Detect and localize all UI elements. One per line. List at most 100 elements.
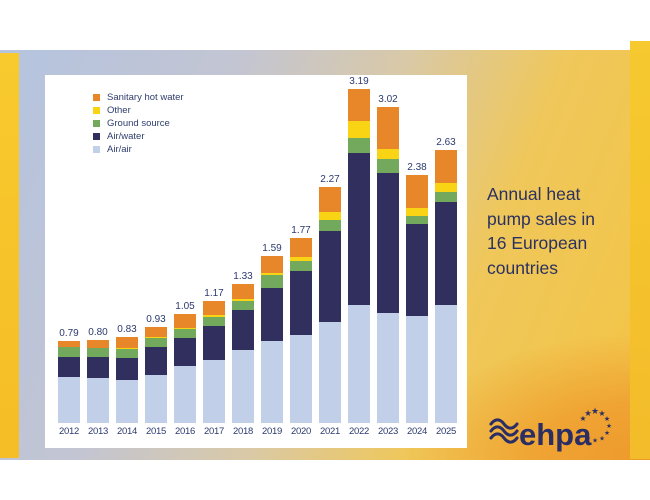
bar-total-label: 2.38 (407, 162, 427, 173)
svg-text:★: ★ (584, 409, 592, 419)
eu-stars-icon: ★ ★ ★ ★ ★ ★ ★ ★ ★ ★ (580, 407, 612, 445)
bar-segment-air-water (377, 173, 399, 313)
bar-segment-ground-source (348, 138, 370, 153)
bar-segment-air-air (261, 341, 283, 423)
bar-total-label: 3.02 (378, 94, 398, 105)
bar-segment-other (435, 183, 457, 192)
svg-text:★: ★ (604, 429, 610, 437)
x-axis-label-2023: 2023 (378, 426, 398, 437)
bar-segment-ground-source (58, 347, 80, 357)
slide-title-line: Annual heat (487, 184, 581, 204)
x-axis-label-2015: 2015 (146, 426, 166, 437)
svg-text:★: ★ (585, 435, 591, 443)
bar-total-label: 0.80 (88, 327, 108, 338)
svg-text:★: ★ (606, 422, 612, 430)
legend-item: Air/air (93, 145, 184, 154)
legend-label: Air/water (107, 131, 145, 142)
bar-segment-air-water (174, 338, 196, 366)
ehpa-logo-text: ehpa (519, 417, 592, 452)
legend-label: Air/air (107, 144, 132, 155)
bar-segment-air-water (145, 347, 167, 375)
bar-segment-air-water (116, 358, 138, 380)
bar-segment-air-air (232, 350, 254, 423)
bar-segment-ground-source (319, 220, 341, 231)
bar-segment-air-air (203, 360, 225, 423)
x-axis-label-2019: 2019 (262, 426, 282, 437)
x-axis-labels: 2012 2013 2014 2015 2016 2017 2018 2019 2020 2021… (58, 426, 460, 438)
x-axis-label-2017: 2017 (204, 426, 224, 437)
svg-text:★: ★ (598, 409, 605, 418)
bar-2024: 2.38 (406, 75, 428, 423)
x-axis-label-2012: 2012 (59, 426, 79, 437)
bar-segment-other (145, 337, 167, 338)
bar-segment-air-air (348, 305, 370, 423)
bar-segment-air-water (203, 326, 225, 360)
legend-item: Air/water (93, 132, 184, 141)
bar-segment-air-water (435, 202, 457, 305)
right-gold-strip (630, 41, 650, 459)
svg-text:★: ★ (580, 414, 587, 423)
bar-segment-sanitary-hot-water (232, 284, 254, 299)
bar-segment-other (406, 208, 428, 216)
legend-swatch-icon (93, 146, 100, 153)
svg-text:★: ★ (599, 435, 605, 443)
bar-segment-air-water (290, 271, 312, 335)
bar-segment-sanitary-hot-water (348, 89, 370, 121)
legend-label: Sanitary hot water (107, 92, 184, 103)
slide-title-line: pump sales in (487, 208, 595, 229)
bar-2018: 1.33 (232, 75, 254, 423)
legend-label: Other (107, 105, 131, 116)
bar-segment-ground-source (174, 329, 196, 338)
bar-segment-sanitary-hot-water (406, 175, 428, 208)
x-axis-label-2022: 2022 (349, 426, 369, 437)
x-axis-label-2020: 2020 (291, 426, 311, 437)
bar-segment-air-air (87, 378, 109, 423)
bar-segment-sanitary-hot-water (58, 341, 80, 347)
legend-item: Sanitary hot water (93, 93, 184, 102)
x-axis-label-2014: 2014 (117, 426, 137, 437)
bar-segment-sanitary-hot-water (261, 256, 283, 273)
bar-total-label: 0.83 (117, 324, 137, 335)
bar-segment-air-water (232, 310, 254, 350)
bar-2025: 2.63 (435, 75, 457, 423)
bar-segment-other (232, 299, 254, 301)
bar-segment-air-air (435, 305, 457, 423)
bar-segment-ground-source (261, 275, 283, 288)
bar-chart: 0.79 0.80 0.83 0.93 1.05 1.17 1.33 1.59 1.77 2.27… (58, 75, 460, 423)
bar-2023: 3.02 (377, 75, 399, 423)
bar-segment-air-air (58, 377, 80, 423)
legend-item: Ground source (93, 119, 184, 128)
slide-title-line: 16 European (487, 233, 588, 253)
bar-total-label: 1.33 (233, 271, 253, 282)
bar-2017: 1.17 (203, 75, 225, 423)
bar-segment-air-air (319, 322, 341, 423)
bar-segment-other (174, 328, 196, 329)
x-axis-label-2016: 2016 (175, 426, 195, 437)
bar-segment-other (203, 315, 225, 317)
bar-2022: 3.19 (348, 75, 370, 423)
bar-segment-ground-source (406, 216, 428, 224)
bar-2020: 1.77 (290, 75, 312, 423)
bar-segment-ground-source (203, 317, 225, 326)
svg-text:★: ★ (591, 407, 599, 417)
bar-segment-other (290, 257, 312, 261)
bar-total-label: 0.93 (146, 314, 166, 325)
bar-2015: 0.93 (145, 75, 167, 423)
waves-icon (489, 418, 519, 444)
legend-item: Other (93, 106, 184, 115)
x-axis-label-2013: 2013 (88, 426, 108, 437)
bar-2014: 0.83 (116, 75, 138, 423)
bar-segment-ground-source (290, 261, 312, 271)
bar-segment-air-water (348, 153, 370, 305)
svg-text:★: ★ (592, 437, 598, 445)
bar-total-label: 3.19 (349, 76, 369, 87)
bar-segment-air-air (290, 335, 312, 423)
legend-swatch-icon (93, 94, 100, 101)
bar-segment-ground-source (87, 348, 109, 357)
bar-segment-air-air (116, 380, 138, 423)
bar-total-label: 0.79 (59, 328, 79, 339)
bar-segment-sanitary-hot-water (116, 337, 138, 348)
bar-total-label: 2.63 (436, 137, 456, 148)
bar-segment-sanitary-hot-water (435, 150, 457, 183)
bar-2019: 1.59 (261, 75, 283, 423)
